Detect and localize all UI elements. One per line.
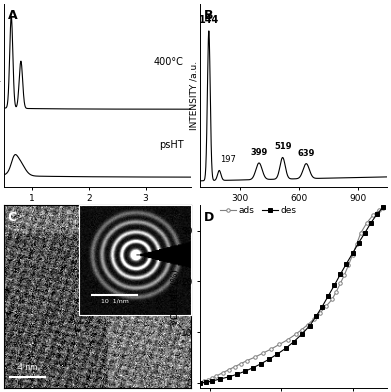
des [267,357,272,361]
X-axis label: 2θ /°: 2θ /° [87,205,108,214]
Text: 197: 197 [220,156,236,165]
Text: psHT: psHT [159,140,183,150]
des [350,251,355,256]
ads [300,327,304,332]
ads [381,205,386,210]
des [308,323,312,328]
ads [202,379,206,384]
ads [277,342,282,347]
Line: des: des [199,205,385,385]
ads [285,338,290,342]
ads [364,221,369,225]
des [204,379,209,384]
Text: D: D [204,211,214,223]
ads [239,361,243,366]
des [283,346,288,351]
des [326,294,330,298]
Text: 4 nm: 4 nm [18,363,37,372]
des [368,221,373,225]
des [218,377,223,381]
ads [293,332,298,337]
des [291,339,296,344]
des [275,352,280,356]
des [356,240,361,245]
Y-axis label: VOLUME (%): VOLUME (%) [170,269,179,325]
ads [346,263,351,267]
ads [214,374,219,378]
ads [338,281,343,286]
ads [220,370,225,375]
des [198,381,203,385]
des [375,212,379,217]
ads [350,252,355,257]
Legend: ads, des: ads, des [220,206,297,215]
Y-axis label: INTENSITY /a.u.: INTENSITY /a.u. [190,61,199,130]
des [332,283,337,288]
Text: 399: 399 [250,148,267,157]
des [320,305,325,309]
ads [232,365,237,369]
ads [377,208,381,212]
ads [312,317,316,321]
Text: B: B [204,9,213,22]
ads [330,297,335,301]
des [259,361,264,366]
des [226,374,231,379]
ads [261,351,265,356]
des [344,261,349,266]
ads [206,377,211,382]
Text: 144: 144 [199,15,219,25]
des [300,332,304,337]
ads [358,231,363,236]
des [234,372,239,377]
Text: 519: 519 [274,142,291,151]
des [381,205,386,210]
Line: ads: ads [199,206,385,385]
des [210,379,215,383]
ads [253,355,257,359]
des [338,272,343,277]
des [242,369,247,374]
ads [334,289,339,294]
Text: 400°C: 400°C [154,58,183,67]
ads [269,347,274,351]
ads [318,310,323,315]
Y-axis label: INTENSITY /a.u.: INTENSITY /a.u. [0,61,2,130]
ads [342,272,347,277]
des [314,314,318,319]
des [251,365,255,370]
ads [226,367,231,372]
ads [305,322,310,327]
ads [244,358,249,363]
ads [210,376,215,380]
des [362,231,367,236]
ads [324,304,328,309]
Text: A: A [8,9,17,22]
Text: 639: 639 [298,149,315,158]
Text: C: C [8,211,17,223]
X-axis label: RAMAN SHIFT /cm⁻¹: RAMAN SHIFT /cm⁻¹ [248,205,340,214]
ads [371,213,375,218]
ads [198,381,203,385]
ads [354,242,359,247]
